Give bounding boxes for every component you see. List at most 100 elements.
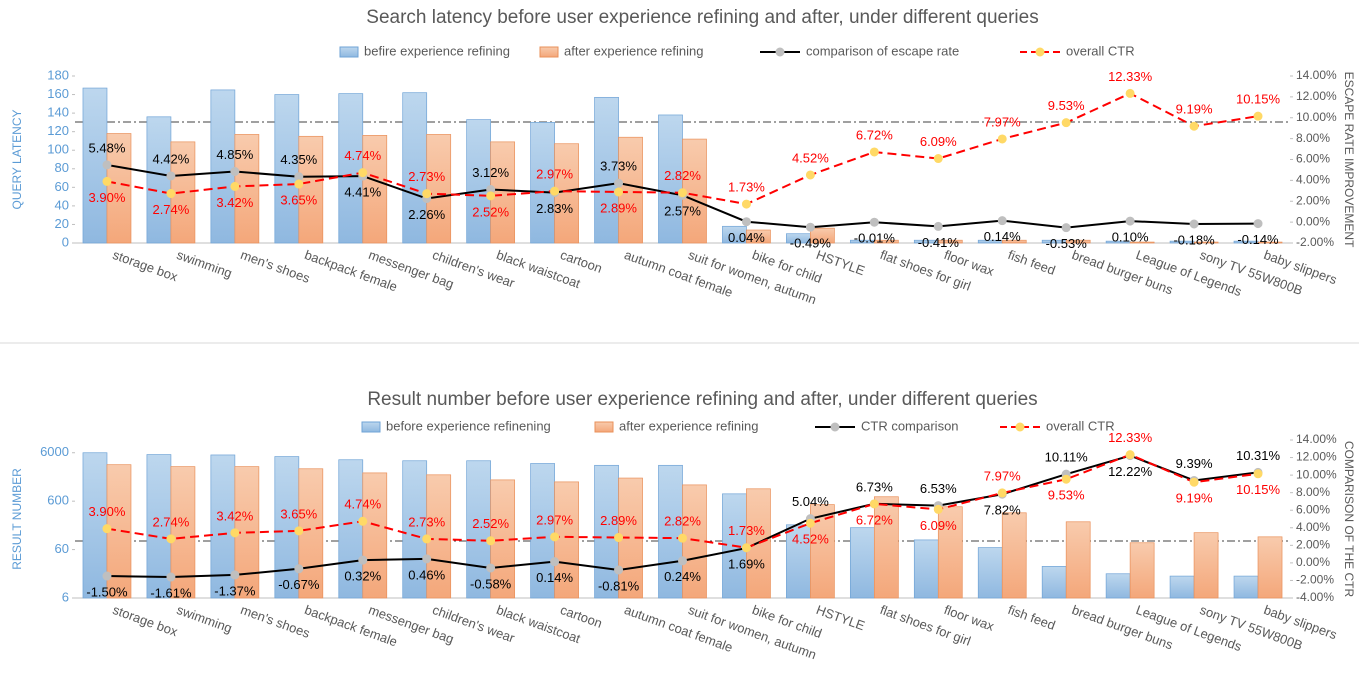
data-label: 9.53% bbox=[1048, 98, 1085, 113]
line-marker bbox=[358, 516, 368, 526]
data-label: 9.53% bbox=[1048, 488, 1085, 503]
bar bbox=[82, 452, 108, 599]
line-marker bbox=[805, 518, 815, 528]
y-tick-label: 160 bbox=[47, 86, 69, 101]
bar bbox=[937, 506, 963, 599]
bar bbox=[873, 239, 899, 244]
data-label: 3.12% bbox=[472, 165, 509, 180]
y-tick-label: 80 bbox=[55, 160, 69, 175]
legend-label: before experience refinening bbox=[386, 418, 551, 433]
bar bbox=[1001, 239, 1027, 244]
data-label: 2.89% bbox=[600, 200, 637, 215]
bar bbox=[913, 539, 939, 599]
line-marker bbox=[1125, 450, 1135, 460]
data-label: 4.42% bbox=[152, 151, 189, 166]
data-label: -0.81% bbox=[598, 578, 640, 593]
data-label: 1.69% bbox=[728, 556, 765, 571]
line-marker bbox=[614, 178, 624, 188]
bar bbox=[1193, 532, 1219, 599]
legend-marker bbox=[830, 422, 840, 432]
bar bbox=[1129, 542, 1155, 599]
data-label: 6.72% bbox=[856, 512, 893, 527]
line-marker bbox=[678, 533, 687, 543]
data-label: 5.48% bbox=[89, 140, 126, 155]
y-axis-title: QUERY LATENCY bbox=[10, 109, 24, 209]
line-marker bbox=[741, 543, 751, 553]
bar bbox=[746, 229, 771, 244]
line-marker bbox=[997, 488, 1007, 498]
line-marker bbox=[1189, 477, 1199, 487]
data-label: 6.09% bbox=[920, 134, 957, 149]
line-marker bbox=[1189, 121, 1199, 131]
legend-label: CTR comparison bbox=[861, 418, 959, 433]
line-marker bbox=[1061, 474, 1071, 484]
y-tick-label: 180 bbox=[47, 67, 69, 82]
bar bbox=[530, 122, 555, 244]
bar bbox=[1065, 239, 1091, 244]
bar bbox=[594, 464, 619, 599]
y-tick-label: 120 bbox=[47, 123, 69, 138]
bar bbox=[146, 454, 172, 599]
bar bbox=[466, 460, 492, 599]
bar bbox=[274, 94, 300, 244]
line-marker bbox=[614, 565, 624, 575]
x-tick-label: fish feed bbox=[1006, 602, 1057, 633]
data-label: 4.52% bbox=[792, 532, 829, 547]
data-label: 2.89% bbox=[600, 513, 637, 528]
x-tick-label: autumn coat female bbox=[622, 247, 734, 300]
x-tick-label: swimming bbox=[175, 602, 234, 636]
legend-label: comparison of escape rate bbox=[806, 43, 959, 58]
line-marker bbox=[358, 555, 368, 565]
data-label: 2.74% bbox=[152, 514, 189, 529]
line-marker bbox=[1253, 219, 1263, 229]
y-tick-label: 6 bbox=[62, 589, 69, 604]
line-marker bbox=[486, 191, 496, 201]
y2-tick-label: 12.00% bbox=[1296, 89, 1337, 103]
data-label: 0.10% bbox=[1112, 230, 1149, 245]
legend-swatch bbox=[539, 46, 559, 58]
bar bbox=[426, 474, 452, 599]
y2-tick-label: 12.00% bbox=[1296, 450, 1337, 464]
line-marker bbox=[486, 563, 496, 573]
bar bbox=[338, 93, 364, 244]
bar bbox=[1193, 241, 1219, 244]
x-tick-label: men's shoes bbox=[239, 602, 313, 641]
legend-marker bbox=[1015, 422, 1025, 432]
line-marker bbox=[230, 181, 240, 191]
line-marker bbox=[614, 187, 624, 197]
bar bbox=[298, 135, 324, 244]
line-marker bbox=[230, 570, 240, 580]
legend-swatch bbox=[361, 421, 381, 433]
y-tick-label: 40 bbox=[55, 197, 69, 212]
line-marker bbox=[550, 186, 560, 196]
legend-label: overall CTR bbox=[1066, 43, 1135, 58]
legend-label: overall CTR bbox=[1046, 418, 1115, 433]
data-label: 2.74% bbox=[152, 202, 189, 217]
data-label: 7.97% bbox=[984, 114, 1021, 129]
line-marker bbox=[1189, 219, 1199, 229]
y-tick-label: 60 bbox=[55, 541, 69, 556]
bar bbox=[658, 464, 683, 599]
bar bbox=[490, 141, 516, 244]
y-tick-label: 60 bbox=[55, 179, 69, 194]
line-marker bbox=[166, 171, 176, 181]
line-marker bbox=[933, 221, 943, 231]
data-label: 9.39% bbox=[1176, 456, 1213, 471]
line-marker bbox=[294, 564, 304, 574]
bar bbox=[106, 133, 132, 244]
y-tick-label: 600 bbox=[47, 493, 69, 508]
line-marker bbox=[933, 154, 943, 164]
data-label: 10.15% bbox=[1236, 482, 1281, 497]
y-tick-label: 140 bbox=[47, 105, 69, 120]
data-label: 3.90% bbox=[89, 504, 126, 519]
line-marker bbox=[869, 147, 879, 157]
x-tick-label: men's shoes bbox=[239, 247, 313, 286]
line-marker bbox=[422, 554, 432, 564]
data-label: 5.04% bbox=[792, 494, 829, 509]
data-label: 0.14% bbox=[984, 229, 1021, 244]
line-marker bbox=[933, 504, 943, 514]
chart-title: Result number before user experience ref… bbox=[367, 389, 1037, 410]
data-label: 6.09% bbox=[920, 518, 957, 533]
data-label: 2.73% bbox=[408, 514, 445, 529]
